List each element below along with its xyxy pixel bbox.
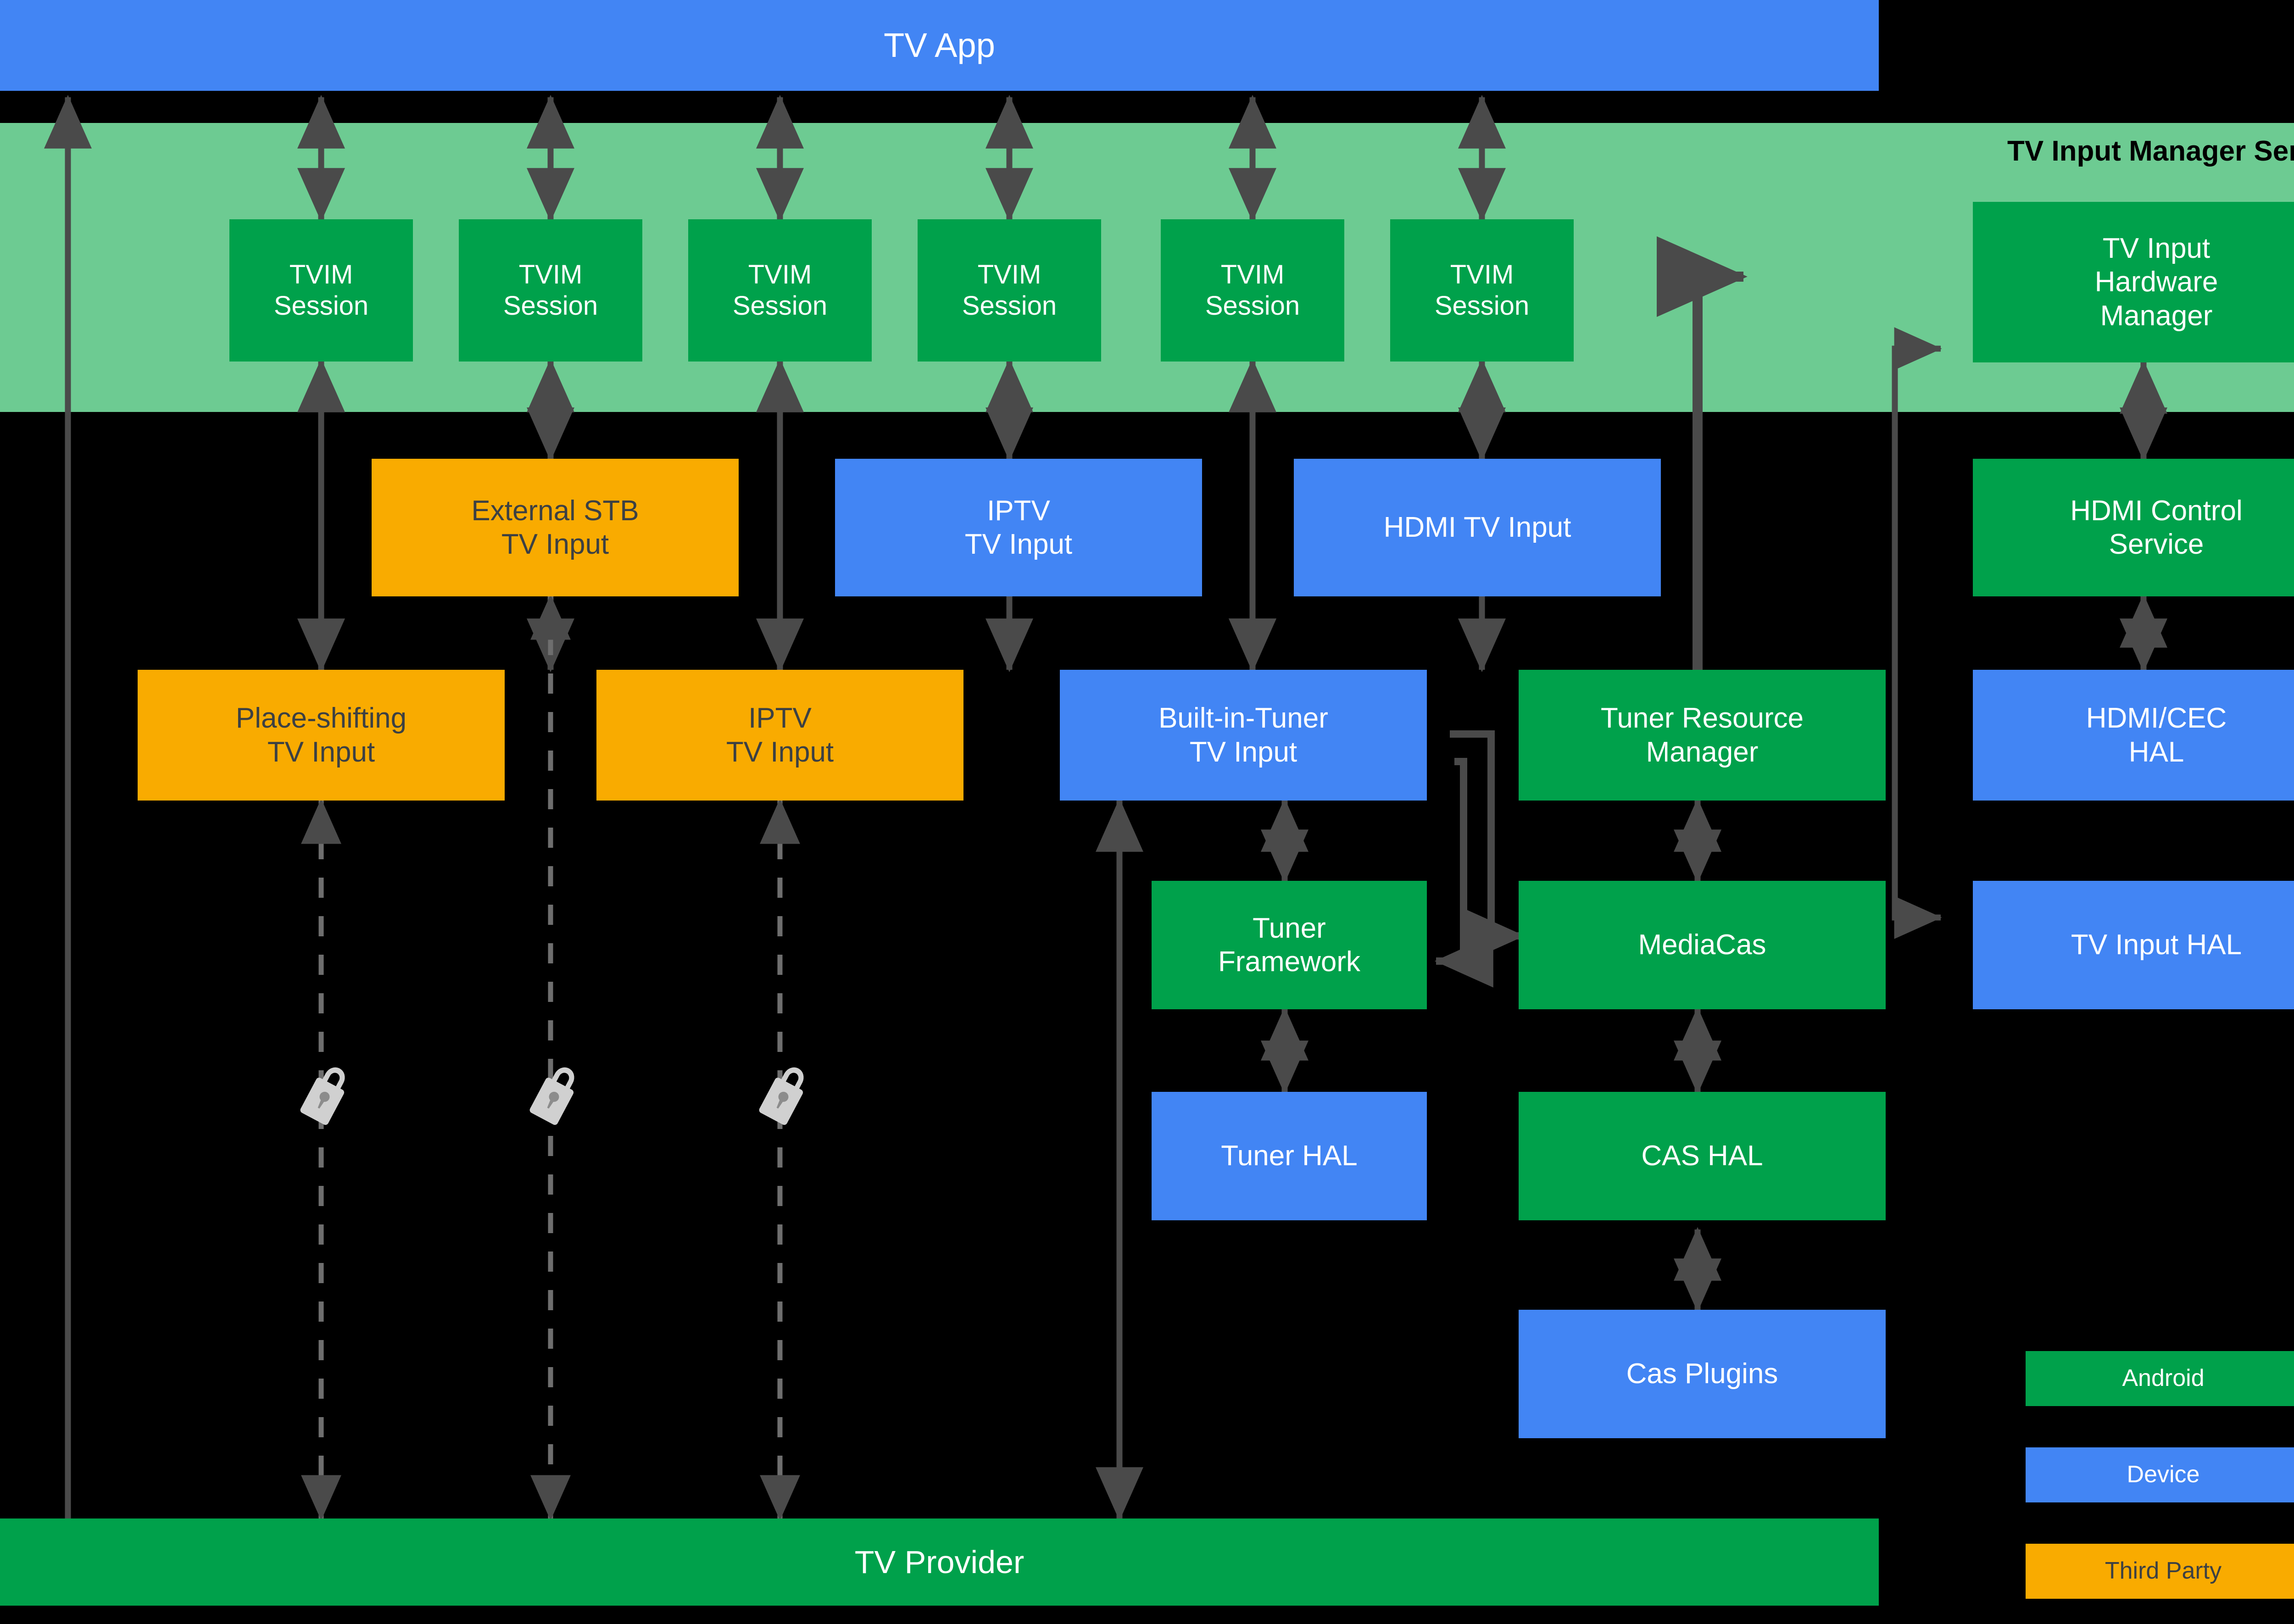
legend-item-device-label: Device: [2127, 1461, 2200, 1488]
legend-item-android-label: Android: [2122, 1365, 2205, 1392]
node-tvim-session-1[interactable]: TVIM Session: [229, 219, 413, 362]
node-tvim-session-3[interactable]: TVIM Session: [688, 219, 872, 362]
node-hdmi-tv-input[interactable]: HDMI TV Input: [1294, 459, 1661, 596]
node-built-in-tuner-tv-input[interactable]: Built-in-Tuner TV Input: [1060, 670, 1427, 801]
node-external-stb-tv-input[interactable]: External STB TV Input: [372, 459, 739, 596]
node-hdmi-tv-input-label: HDMI TV Input: [1383, 512, 1571, 544]
node-tvim-session-5-label: TVIM Session: [1205, 259, 1300, 321]
node-place-shifting-tv-input-label: Place-shifting TV Input: [235, 702, 407, 768]
node-tuner-resource-manager[interactable]: Tuner Resource Manager: [1519, 670, 1886, 801]
lock-icon: [300, 1067, 345, 1125]
node-tvim-session-4[interactable]: TVIM Session: [918, 219, 1101, 362]
node-mediacas[interactable]: MediaCas: [1519, 881, 1886, 1009]
node-tvim-session-3-label: TVIM Session: [732, 259, 828, 321]
node-tv-provider[interactable]: TV Provider: [0, 1518, 1879, 1606]
node-tvim-session-2-label: TVIM Session: [503, 259, 598, 321]
node-external-stb-tv-input-label: External STB TV Input: [471, 495, 639, 560]
node-hdmi-cec-hal-label: HDMI/CEC HAL: [2086, 702, 2227, 768]
node-tv-app-label: TV App: [884, 26, 995, 65]
node-cas-hal-label: CAS HAL: [1641, 1140, 1763, 1172]
node-built-in-tuner-tv-input-label: Built-in-Tuner TV Input: [1158, 702, 1328, 768]
node-cas-plugins-label: Cas Plugins: [1626, 1358, 1778, 1390]
node-tuner-framework-label: Tuner Framework: [1218, 912, 1361, 978]
node-mediacas-label: MediaCas: [1638, 929, 1766, 961]
node-iptv-tv-input-upper-label: IPTV TV Input: [964, 495, 1073, 560]
node-hdmi-control-service-label: HDMI Control Service: [2070, 495, 2243, 560]
node-tuner-hal-label: Tuner HAL: [1221, 1140, 1358, 1172]
legend-item-third-party: Third Party: [2026, 1544, 2294, 1599]
legend-item-android: Android: [2026, 1351, 2294, 1406]
legend-item-third-party-label: Third Party: [2105, 1557, 2222, 1585]
node-tuner-framework[interactable]: Tuner Framework: [1152, 881, 1427, 1009]
node-tv-input-hal-label: TV Input HAL: [2071, 929, 2242, 961]
lock-icon: [759, 1067, 804, 1125]
node-iptv-tv-input-lower[interactable]: IPTV TV Input: [596, 670, 963, 801]
node-iptv-tv-input-upper[interactable]: IPTV TV Input: [835, 459, 1202, 596]
node-cas-plugins[interactable]: Cas Plugins: [1519, 1310, 1886, 1438]
node-place-shifting-tv-input[interactable]: Place-shifting TV Input: [138, 670, 505, 801]
lock-icon: [529, 1067, 574, 1125]
node-hdmi-control-service[interactable]: HDMI Control Service: [1973, 459, 2294, 596]
node-tuner-resource-manager-label: Tuner Resource Manager: [1600, 702, 1804, 768]
node-tvim-session-2[interactable]: TVIM Session: [459, 219, 642, 362]
node-tv-input-hal[interactable]: TV Input HAL: [1973, 881, 2294, 1009]
node-tvim-session-1-label: TVIM Session: [273, 259, 369, 321]
node-tvim-session-5[interactable]: TVIM Session: [1161, 219, 1344, 362]
node-cas-hal[interactable]: CAS HAL: [1519, 1092, 1886, 1220]
node-tuner-hal[interactable]: Tuner HAL: [1152, 1092, 1427, 1220]
node-tvim-session-6-label: TVIM Session: [1434, 259, 1530, 321]
legend-item-device: Device: [2026, 1447, 2294, 1502]
tv-input-manager-service-label: TV Input Manager Service: [2007, 135, 2294, 167]
node-iptv-tv-input-lower-label: IPTV TV Input: [726, 702, 834, 768]
node-tvim-session-6[interactable]: TVIM Session: [1390, 219, 1574, 362]
node-tvim-session-4-label: TVIM Session: [962, 259, 1057, 321]
node-tv-provider-label: TV Provider: [854, 1544, 1025, 1580]
node-tv-app[interactable]: TV App: [0, 0, 1879, 91]
node-hdmi-cec-hal[interactable]: HDMI/CEC HAL: [1973, 670, 2294, 801]
node-tv-input-hardware-manager[interactable]: TV Input Hardware Manager: [1973, 202, 2294, 362]
node-tv-input-hardware-manager-label: TV Input Hardware Manager: [2094, 233, 2218, 332]
